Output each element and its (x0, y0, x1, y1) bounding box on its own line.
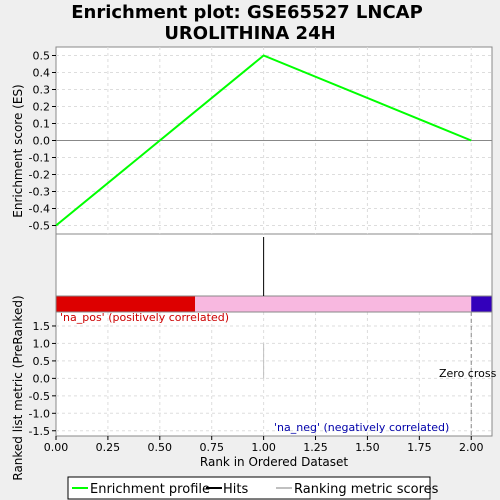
x-tick-label-6: 1.50 (355, 441, 380, 454)
neg-correlated-label: 'na_neg' (negatively correlated) (274, 421, 449, 434)
chart-title-line1: Enrichment plot: GSE65527 LNCAP (71, 2, 423, 23)
es-y-tick-label-2: 0.3 (33, 84, 51, 97)
metric-y-tick-label-6: -1.5 (29, 425, 50, 438)
x-tick-label-1: 0.25 (96, 441, 121, 454)
es-y-tick-label-5: 0.0 (33, 135, 51, 148)
metric-y-tick-label-5: -1.0 (29, 407, 50, 420)
es-y-tick-label-9: -0.4 (29, 203, 50, 216)
es-y-tick-label-3: 0.2 (33, 101, 51, 114)
es-y-tick-label-8: -0.3 (29, 186, 50, 199)
es-y-tick-label-6: -0.1 (29, 152, 50, 165)
x-tick-label-4: 1.00 (251, 441, 276, 454)
x-tick-label-7: 1.75 (407, 441, 432, 454)
es-y-tick-label-4: 0.1 (33, 118, 51, 131)
es-y-tick-label-0: 0.5 (33, 50, 51, 63)
es-y-ticks: 0.5 0.4 0.3 0.2 0.1 0.0 -0.1 -0.2 -0.3 -0.4 -0.5 (29, 50, 56, 233)
enrichment-profile-series (55, 54, 472, 227)
y-axis-label-top: Enrichment score (ES) (11, 84, 25, 217)
es-grid (56, 47, 492, 234)
x-axis-label: Rank in Ordered Dataset (200, 455, 348, 469)
hits-panel (55, 233, 493, 297)
metric-y-tick-label-0: 1.5 (33, 320, 51, 333)
legend-box (67, 476, 431, 500)
es-y-tick-label-10: -0.5 (29, 220, 50, 233)
band-border (55, 295, 493, 313)
es-y-tick-label-7: -0.2 (29, 169, 50, 182)
x-ticks: 0.00 0.25 0.50 0.75 1.00 1.25 1.50 1.75 2.00 (44, 436, 484, 454)
enrichment-profile-line (55, 54, 472, 227)
x-tick-label-3: 0.75 (199, 441, 224, 454)
es-y-tick-label-1: 0.4 (33, 67, 51, 80)
metric-panel (55, 311, 493, 437)
band-segment-1 (195, 296, 472, 312)
metric-y-tick-label-4: -0.5 (29, 390, 50, 403)
metric-y-tick-label-3: 0.0 (33, 372, 51, 385)
metric-y-tick-label-1: 1.0 (33, 337, 51, 350)
metric-grid (56, 312, 492, 436)
x-tick-label-0: 0.00 (44, 441, 69, 454)
legend-ranking-label: Ranking metric scores (294, 482, 439, 497)
x-tick-label-5: 1.25 (303, 441, 328, 454)
zero-cross-label: Zero cross at 2 (439, 367, 500, 380)
legend-hits-label: Hits (223, 482, 248, 497)
metric-y-ticks: 1.5 1.0 0.5 0.0 -0.5 -1.0 -1.5 (29, 320, 56, 438)
legend-enrichment-label: Enrichment profile (90, 482, 210, 497)
chart-title-line2: UROLITHINA 24H (164, 23, 335, 44)
y-axis-label-bottom: Ranked list metric (PreRanked) (11, 295, 25, 480)
correlation-band (55, 295, 493, 313)
band-segment-2 (471, 296, 492, 312)
metric-y-tick-label-2: 0.5 (33, 355, 51, 368)
x-tick-label-2: 0.50 (148, 441, 173, 454)
band-segment-0 (56, 296, 196, 312)
pos-correlated-label: 'na_pos' (positively correlated) (60, 311, 229, 324)
x-tick-label-8: 2.00 (459, 441, 484, 454)
